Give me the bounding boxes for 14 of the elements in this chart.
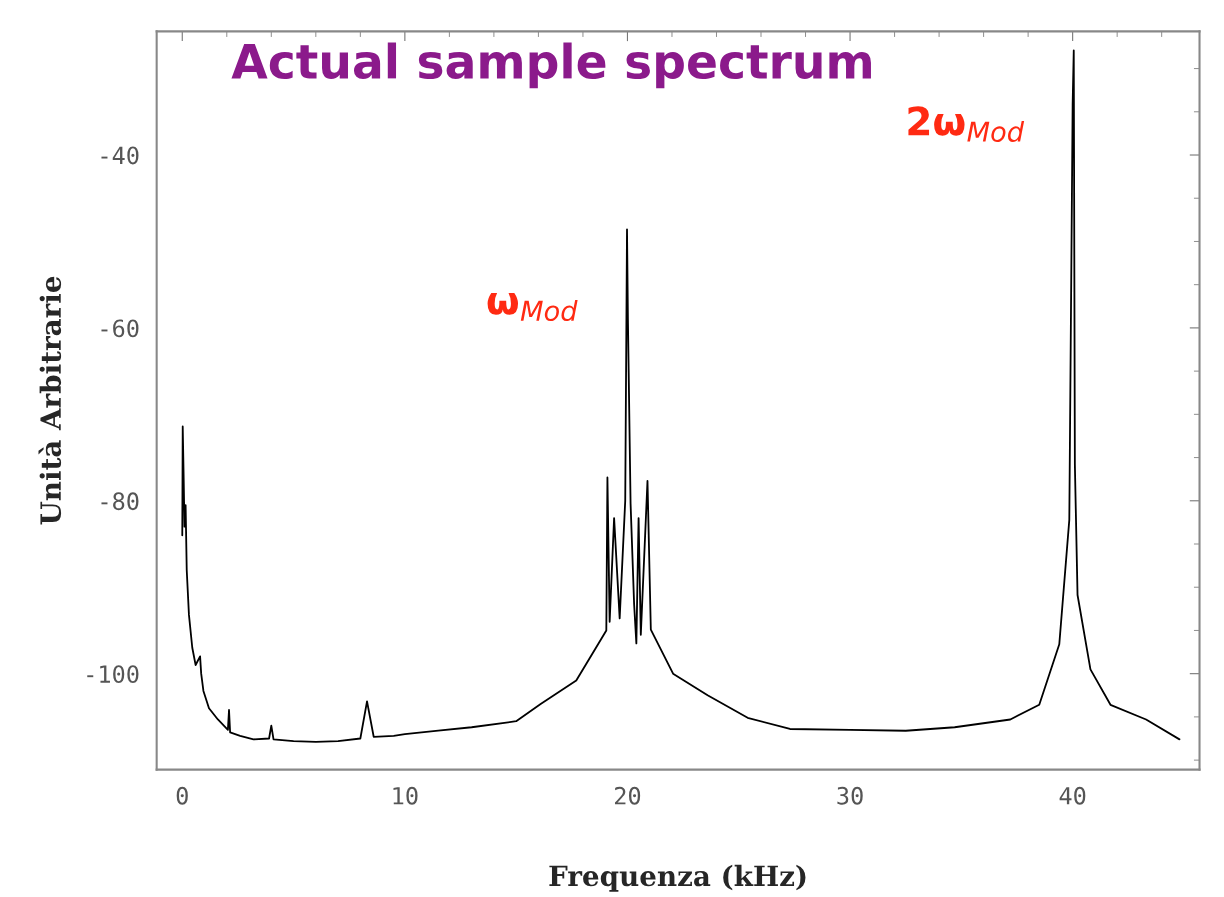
y-tick-label: -80 <box>101 492 139 511</box>
y-tick-label: -60 <box>101 319 139 338</box>
x-axis-title: Frequenza (kHz) <box>549 864 806 892</box>
x-tick-label: 20 <box>614 786 641 805</box>
x-tick-label: 10 <box>393 786 418 805</box>
x-tick-label: 30 <box>837 786 863 805</box>
x-tick-label: 0 <box>176 786 188 805</box>
x-tick-label: 40 <box>1059 786 1086 805</box>
annotation: 2ω$_{Mod}$ <box>908 106 1025 142</box>
chart-title: Actual sample spectrum <box>231 42 871 89</box>
annotation: ω$_{Mod}$ <box>487 293 578 322</box>
y-tick-label: -100 <box>87 665 139 684</box>
y-axis-title: Unità Arbitrarie <box>38 276 62 525</box>
y-tick-label: -40 <box>101 146 139 165</box>
